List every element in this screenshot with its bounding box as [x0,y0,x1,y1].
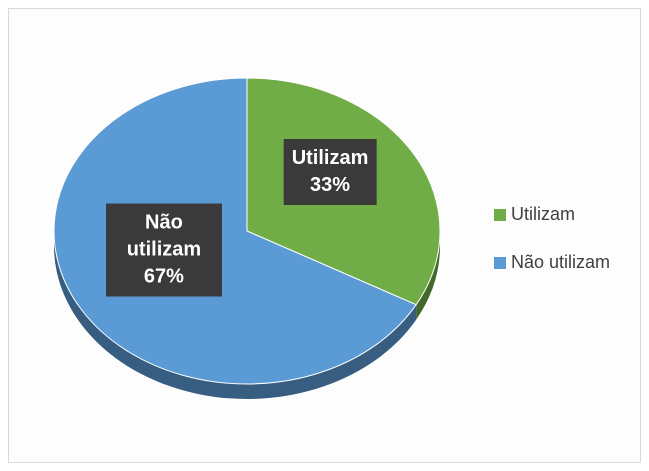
legend-swatch [494,208,506,221]
data-label-value: 33% [310,174,351,197]
slice-side [416,231,440,320]
data-label-value: 67% [143,265,184,288]
legend-swatch [494,256,506,269]
data-label: Não utilizam 67% [105,203,222,297]
legend-item: Não utilizam [494,252,610,273]
legend-item: Utilizam [494,204,575,225]
legend-label: Não utilizam [511,252,611,272]
data-label-category: Não utilizam [126,211,202,261]
legend-label: Utilizam [511,204,576,224]
data-label: Utilizam 33% [283,139,377,206]
data-label-category: Utilizam [291,147,369,170]
slice [53,77,417,385]
